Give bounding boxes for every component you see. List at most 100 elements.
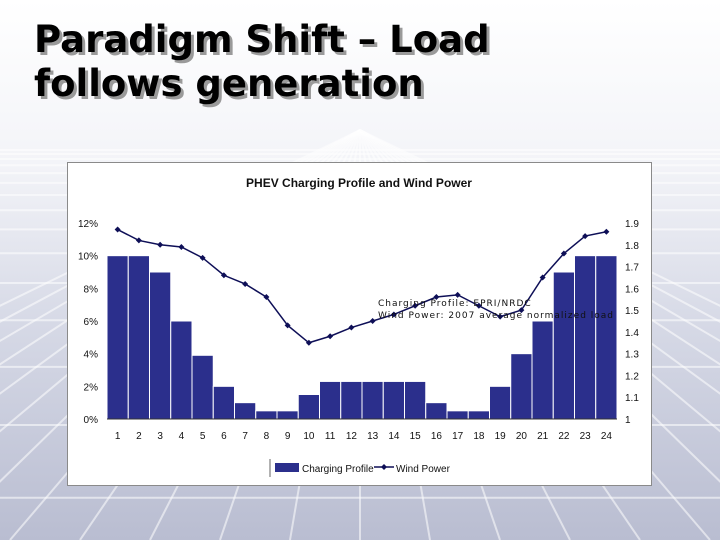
x-tick-label: 24 [601,431,613,442]
right-y-tick-label: 1.8 [625,241,639,252]
x-tick-label: 8 [264,431,270,442]
legend-charging-swatch [275,463,299,472]
wind-point-hour-6 [220,272,227,279]
bar-hour-6 [212,385,235,420]
left-y-tick-label: 0% [84,415,99,426]
bar-hour-14 [382,380,405,420]
wind-power-line [117,228,607,344]
bar-hour-11 [319,380,342,420]
right-y-tick-label: 1.4 [625,328,639,339]
wind-point-hour-23 [582,233,589,240]
bar-hour-8 [255,410,278,420]
left-y-tick-label: 2% [84,382,99,393]
x-tick-label: 20 [516,431,528,442]
wind-point-hour-8 [263,294,270,301]
wind-point-hour-24 [603,228,610,235]
wind-point-hour-4 [178,243,185,250]
left-y-tick-label: 4% [84,350,99,361]
bar-hour-20 [510,353,533,420]
x-tick-label: 14 [388,431,400,442]
legend-charging-label: Charging Profile [302,464,374,475]
slide-title-line-1: Paradigm Shift – Load [34,18,490,61]
bar-hour-21 [531,320,554,420]
x-tick-label: 5 [200,431,206,442]
wind-point-hour-17 [454,291,461,298]
wind-point-hour-21 [539,274,546,281]
x-tick-label: 22 [558,431,570,442]
bar-hour-18 [467,410,490,420]
x-tick-label: 16 [431,431,443,442]
wind-point-hour-10 [305,339,312,346]
right-y-tick-label: 1.9 [625,219,639,230]
source-note: Charging Profile: EPRI/NRDC Wind Power: … [378,298,614,322]
x-tick-label: 23 [580,431,592,442]
wind-point-hour-22 [560,250,567,257]
legend-wind-marker [381,464,387,470]
bar-hour-16 [425,402,448,420]
bar-hour-4 [170,320,193,420]
wind-point-hour-7 [242,280,249,287]
right-y-tick-label: 1.5 [625,306,639,317]
bar-hour-22 [552,271,575,420]
source-note-wind: Wind Power: 2007 average normalized load [378,311,615,321]
bar-hour-1 [106,255,129,420]
wind-point-hour-19 [497,313,504,320]
x-tick-label: 9 [285,431,291,442]
wind-point-hour-9 [284,322,291,329]
right-y-tick-label: 1.7 [625,263,639,274]
x-tick-label: 13 [367,431,379,442]
chart-title: PHEV Charging Profile and Wind Power [246,176,472,190]
wind-point-hour-18 [475,302,482,309]
x-tick-label: 11 [325,431,336,442]
x-tick-label: 2 [136,431,142,442]
x-tick-label: 17 [452,431,464,442]
x-tick-label: 6 [221,431,227,442]
right-y-tick-label: 1 [625,415,631,426]
bar-hour-7 [234,402,257,420]
bar-hour-2 [127,255,150,420]
wind-point-hour-1 [114,226,121,233]
left-y-tick-label: 6% [84,317,99,328]
wind-point-hour-3 [157,241,164,248]
x-tick-label: 18 [473,431,485,442]
right-y-tick-label: 1.1 [625,393,639,404]
bar-hour-13 [361,380,384,420]
slide-title-line-2: follows generation [34,62,424,105]
x-tick-label: 3 [157,431,163,442]
bar-hour-3 [149,271,172,420]
bar-hour-17 [446,410,469,420]
x-tick-label: 15 [410,431,422,442]
wind-point-hour-20 [518,307,525,314]
right-y-tick-label: 1.6 [625,284,639,295]
bar-hour-19 [489,385,512,420]
left-y-tick-label: 10% [78,252,98,263]
right-y-tick-label: 1.3 [625,350,639,361]
chart-panel: PHEV Charging Profile and Wind Power 1 2 3 4… [67,162,652,486]
x-tick-label: 4 [179,431,185,442]
bar-hour-10 [297,394,320,420]
x-tick-label: 1 [115,431,121,442]
bar-hour-15 [404,380,427,420]
left-y-tick-label: 8% [84,284,99,295]
x-tick-label: 21 [537,431,549,442]
x-tick-label: 12 [346,431,358,442]
legend-wind-label: Wind Power [396,464,451,475]
wind-point-hour-2 [135,237,142,244]
bar-hour-12 [340,380,363,420]
source-note-charging: Charging Profile: EPRI/NRDC [378,299,532,309]
left-y-tick-label: 12% [78,219,98,230]
wind-point-hour-13 [369,318,376,324]
slide-title: Paradigm Shift – Load follows generation [34,18,490,106]
x-tick-label: 19 [495,431,507,442]
wind-point-hour-12 [348,324,355,331]
right-y-tick-label: 1.2 [625,371,639,382]
bar-hour-23 [574,255,597,420]
x-tick-label: 10 [303,431,315,442]
x-tick-label: 7 [242,431,248,442]
wind-point-hour-16 [433,294,440,301]
bar-hour-9 [276,410,299,420]
bar-hour-5 [191,354,214,420]
bar-hour-24 [595,255,618,420]
wind-point-hour-15 [412,302,419,309]
